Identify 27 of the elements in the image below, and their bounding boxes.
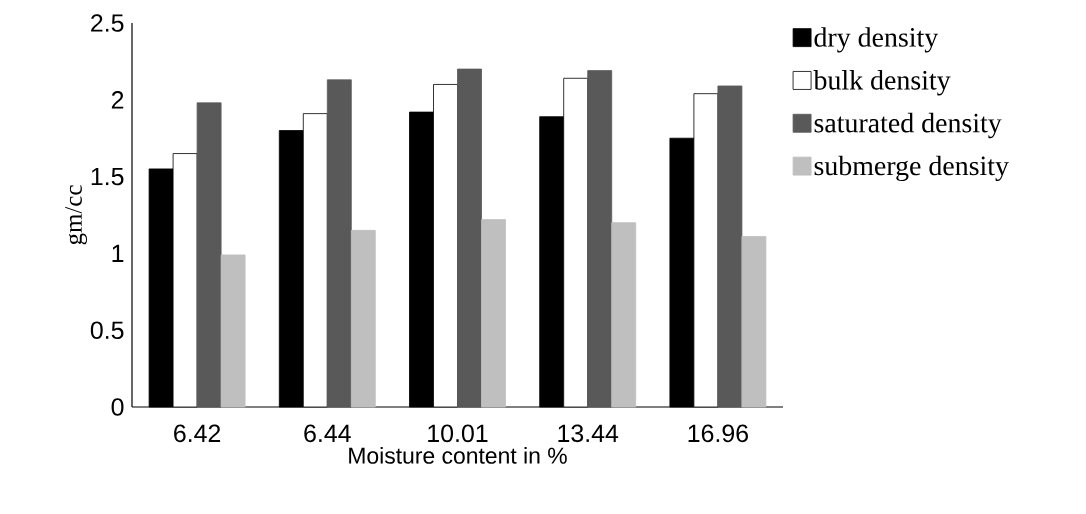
legend-label: bulk density [813, 70, 951, 96]
y-tick-label: 0 [111, 398, 124, 416]
x-tick-label: 16.96 [688, 424, 748, 443]
bar [457, 68, 482, 408]
y-axis-title: gm/cc [65, 185, 88, 245]
x-axis-title: Moisture content in % [349, 446, 567, 464]
bar [587, 70, 613, 408]
legend-label: submerge density [814, 155, 1009, 182]
y-tick-label: 1.5 [91, 167, 124, 186]
legend-label: dry density [814, 27, 939, 53]
bar [741, 236, 767, 408]
y-tick-label: 0.5 [90, 321, 124, 340]
y-tick-label: 1 [112, 244, 124, 262]
bar [717, 85, 743, 408]
y-tick-label: 2.5 [91, 14, 124, 32]
bar [350, 229, 376, 408]
x-tick-label: 6.44 [304, 424, 351, 443]
bar [481, 219, 506, 408]
bar [611, 222, 637, 408]
legend-label: saturated density [814, 112, 1002, 139]
y-tick-label: 2 [111, 91, 124, 109]
bar [220, 254, 246, 408]
bar [196, 102, 222, 408]
x-tick-label: 13.44 [558, 424, 619, 443]
x-tick-label: 10.01 [428, 424, 488, 443]
bar [326, 79, 352, 408]
x-tick-label: 6.42 [174, 424, 221, 443]
